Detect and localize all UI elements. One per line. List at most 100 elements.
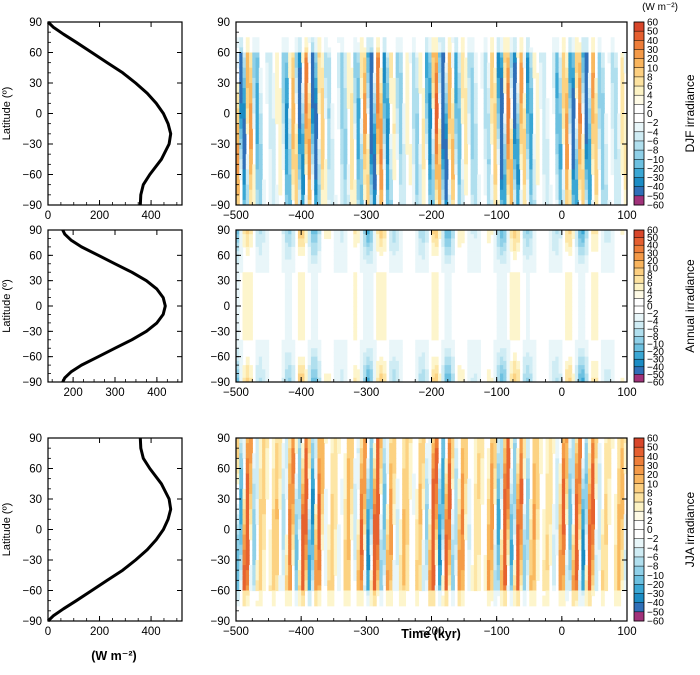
heatmap-cell [581,194,586,201]
heatmap-cell [499,123,504,130]
heatmap-cell [490,133,495,140]
heatmap-cell [581,47,589,54]
heatmap-cell [506,72,511,79]
heatmap-cell [434,128,439,135]
heatmap-cell [464,72,468,79]
heatmap-cell [496,93,501,99]
heatmap-cell [379,174,384,181]
heatmap-cell [467,369,481,375]
heatmap-cell [496,251,501,256]
heatmap-cell [398,369,403,375]
heatmap-cell [294,47,299,54]
heatmap-cell [415,377,420,382]
heatmap-cell [363,230,367,235]
heatmap-cell [490,438,498,444]
heatmap-cell [258,108,263,115]
heatmap-cell [258,356,263,362]
heatmap-cell [353,306,358,311]
heatmap-cell [359,52,367,59]
heatmap-cell [372,453,377,459]
heatmap-cell [552,103,556,110]
heatmap-cell [548,344,563,349]
heatmap-cell [499,448,504,454]
heatmap-cell [532,52,537,59]
heatmap-cell [431,331,439,337]
heatmap-cell [496,301,508,307]
heatmap-cell [418,194,423,201]
heatmap-cell [434,453,439,459]
heatmap-cell [607,438,612,444]
heatmap-cell [310,103,319,110]
heatmap-cell [591,327,599,332]
heatmap-cell [258,230,263,235]
heatmap-cell [239,360,244,366]
heatmap-cell [584,369,589,375]
heatmap-cell [555,62,560,69]
heatmap-cell [587,154,592,160]
heatmap-cell [392,144,397,150]
heatmap-cell [421,154,426,160]
heatmap-cell [532,179,537,186]
heatmap-cell [350,103,354,110]
heatmap-cell [555,184,560,191]
heatmap-cell [454,149,459,155]
heatmap-cell [431,88,436,94]
heatmap-cell [415,263,429,269]
heatmap-cell [304,37,309,43]
heatmap-cell [327,103,332,110]
heatmap-cell [255,453,260,459]
heatmap-cell [424,365,429,370]
heatmap-cell [236,108,240,115]
heatmap-cell [398,93,403,99]
heatmap-cell [483,62,488,69]
heatmap-cell [291,118,296,125]
heatmap-cell [353,113,358,120]
heatmap-cell [343,138,348,145]
heatmap-cell [587,458,592,465]
heatmap-cell [561,438,566,444]
heatmap-cell [610,103,615,110]
heatmap-cell [594,179,599,186]
heatmap-cell [555,453,560,459]
heatmap-cell [310,289,319,294]
heatmap-cell [376,365,380,370]
heatmap-cell [359,373,364,379]
heatmap-cell [297,246,306,252]
heatmap-cell [552,42,560,49]
colorbar-swatch [634,95,644,105]
heatmap-cell [346,199,351,205]
heatmap-cell [509,238,514,244]
heatmap-cell [503,83,508,89]
heatmap-cell [561,62,566,69]
heatmap-cell [431,373,436,379]
profile-ytick-label: 0 [36,301,42,313]
heatmap-cell [301,179,306,186]
heatmap-cell [473,83,478,89]
heatmap-cell [561,448,566,454]
heatmap-cell [314,88,319,94]
heatmap-cell [529,98,534,104]
heatmap-cell [620,377,625,382]
heatmap-cell [330,128,335,135]
heatmap-cell [242,331,253,337]
heatmap-cell [239,259,244,265]
heatmap-cell [522,123,527,130]
heatmap-cell [457,88,462,94]
heatmap-cell [239,448,244,454]
heatmap-cell [258,149,263,155]
heatmap-cell [441,458,446,465]
heatmap-cell [249,149,253,155]
heatmap-cell [506,352,511,358]
heatmap-cell [281,128,286,135]
heatmap-cell [242,377,247,382]
heatmap-cell [457,365,462,370]
heatmap-cell [542,184,547,191]
heatmap-cell [330,103,335,110]
heatmap-cell [444,276,452,282]
heatmap-cell [597,144,602,150]
heatmap-cell [434,448,439,454]
heatmap-cell [499,174,504,181]
heatmap-cell [411,144,416,150]
heatmap-cell [307,234,312,240]
heatmap-cell [372,83,377,89]
